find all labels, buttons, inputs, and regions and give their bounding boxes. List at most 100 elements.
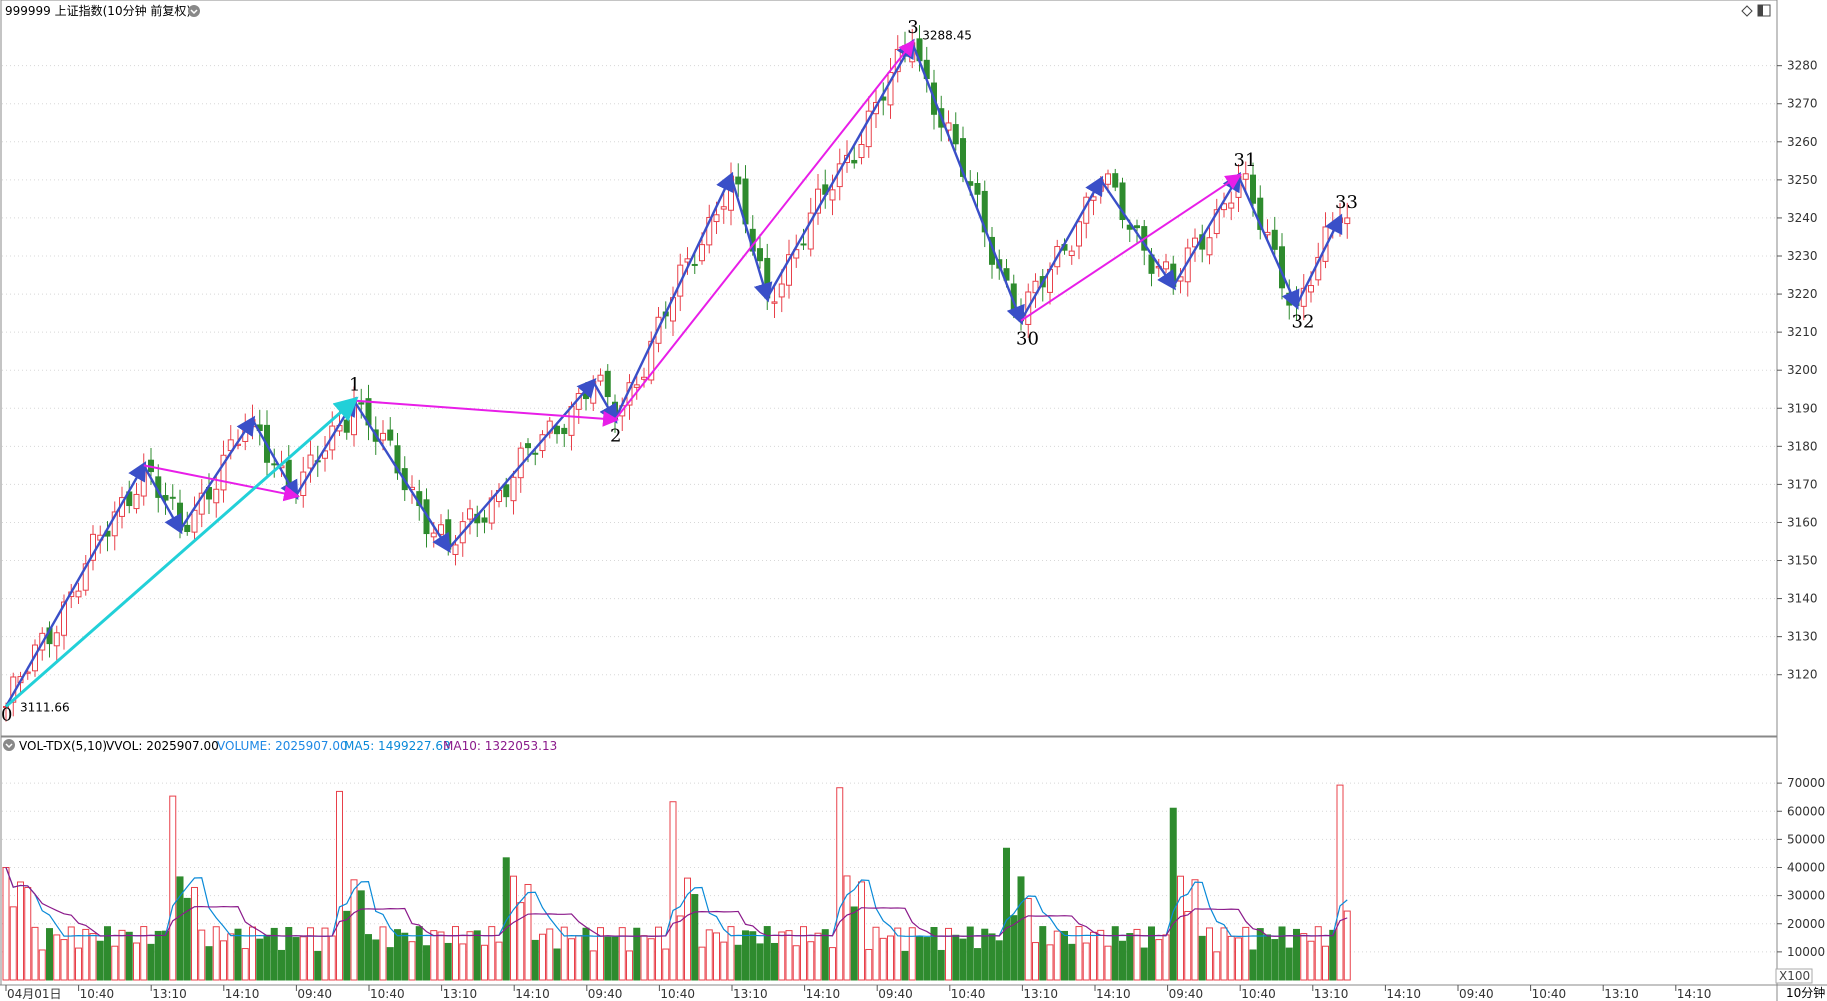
candle-body bbox=[568, 406, 575, 436]
candle-body bbox=[1213, 209, 1220, 235]
time-tick-label: 04月01日 bbox=[7, 987, 62, 1001]
time-tick-label: 09:40 bbox=[1169, 987, 1204, 1001]
candle-body bbox=[307, 454, 314, 469]
volume-bar bbox=[38, 949, 46, 981]
volume-bar bbox=[60, 939, 68, 981]
volume-bar bbox=[662, 948, 670, 981]
volume-bar bbox=[140, 926, 148, 981]
volume-bar bbox=[1032, 942, 1039, 981]
candle-body bbox=[343, 419, 350, 433]
price-tick-label: 3150 bbox=[1787, 554, 1818, 568]
volume-bar bbox=[684, 877, 691, 981]
volume-bar bbox=[589, 950, 597, 981]
volume-bar bbox=[604, 936, 612, 981]
volume-bar bbox=[2, 867, 10, 981]
volume-bar bbox=[1111, 926, 1119, 981]
volume-bar bbox=[1198, 935, 1206, 981]
volume-bar bbox=[1249, 949, 1257, 981]
volume-bar bbox=[995, 940, 1003, 981]
volume-bar bbox=[988, 933, 996, 981]
volume-bar bbox=[1322, 945, 1329, 981]
volume-bar bbox=[104, 926, 111, 981]
volume-bar bbox=[691, 894, 699, 981]
time-tick-label: 10:40 bbox=[660, 987, 695, 1001]
volume-tick-label: 40000 bbox=[1787, 861, 1825, 875]
title-dropdown-icon[interactable] bbox=[188, 5, 200, 17]
volume-bar bbox=[191, 886, 198, 981]
volume-bar bbox=[278, 949, 285, 981]
candle-body bbox=[713, 214, 720, 223]
volume-bar bbox=[647, 938, 655, 981]
price-tick-label: 3120 bbox=[1787, 668, 1818, 682]
candle-body bbox=[220, 454, 227, 491]
volume-bar bbox=[241, 948, 249, 981]
volume-bar bbox=[510, 875, 517, 981]
wave-number: 33 bbox=[1335, 192, 1358, 213]
volume-bar bbox=[372, 939, 380, 981]
volume-tick-label: 30000 bbox=[1787, 889, 1825, 903]
volume-bar bbox=[1162, 934, 1170, 981]
low-price-label: 3111.66 bbox=[20, 700, 70, 714]
candle-body bbox=[1134, 225, 1140, 229]
volume-bar bbox=[379, 926, 387, 981]
volume-bar bbox=[118, 929, 126, 981]
candle-body bbox=[503, 484, 510, 498]
candle-body bbox=[1242, 173, 1249, 180]
volume-bar bbox=[1184, 911, 1192, 981]
wave-number: 0 bbox=[1, 704, 12, 725]
volume-bar bbox=[1075, 926, 1083, 981]
time-tick-label: 14:10 bbox=[806, 987, 841, 1001]
price-tick-label: 3250 bbox=[1787, 173, 1818, 187]
volume-bar bbox=[655, 926, 662, 981]
volume-bar bbox=[343, 910, 351, 981]
volume-bar bbox=[46, 928, 53, 981]
candle-body bbox=[169, 496, 176, 499]
candle-body bbox=[757, 248, 763, 262]
candle-body bbox=[974, 183, 981, 195]
volume-bar bbox=[843, 875, 851, 981]
volume-bar bbox=[502, 857, 510, 981]
volume-bar bbox=[1336, 784, 1344, 981]
panel-toggle-fill bbox=[1758, 5, 1763, 16]
volume-tick-label: 70000 bbox=[1787, 776, 1825, 790]
volume-bar bbox=[423, 945, 430, 981]
volume-bar bbox=[1343, 910, 1351, 981]
wave-segment bbox=[1237, 175, 1300, 310]
volume-bar bbox=[1235, 937, 1242, 981]
candle-body bbox=[706, 216, 713, 246]
volume-bar bbox=[1133, 928, 1141, 981]
volume-bar bbox=[459, 943, 467, 981]
volume-bar bbox=[872, 926, 880, 981]
volume-dropdown-icon[interactable] bbox=[3, 739, 15, 751]
wave-segment bbox=[1099, 179, 1176, 291]
candle-body bbox=[887, 71, 894, 106]
period-label[interactable]: 10分钟 bbox=[1786, 985, 1825, 1000]
time-tick-label: 14:10 bbox=[515, 987, 550, 1001]
volume-bar bbox=[1082, 942, 1090, 981]
volume-bar bbox=[336, 790, 343, 981]
candle-body bbox=[271, 463, 278, 466]
candle-body bbox=[387, 429, 394, 441]
price-grid: 3120313031403150316031703180319032003210… bbox=[2, 59, 1818, 682]
volume-bar bbox=[727, 926, 735, 981]
candle-body bbox=[1206, 237, 1213, 256]
volume-bar bbox=[568, 938, 575, 981]
volume-bar bbox=[756, 943, 764, 981]
time-tick-label: 14:10 bbox=[1677, 987, 1712, 1001]
wave-number: 32 bbox=[1292, 311, 1315, 332]
diamond-icon[interactable] bbox=[1741, 5, 1753, 17]
volume-bar bbox=[437, 931, 445, 981]
volume-bar bbox=[1155, 939, 1163, 981]
candle-body bbox=[720, 206, 727, 210]
volume-bar bbox=[618, 927, 626, 981]
candle-body bbox=[133, 493, 140, 510]
volume-bar bbox=[720, 941, 728, 981]
time-tick-label: 14:10 bbox=[1096, 987, 1131, 1001]
volume-bar bbox=[597, 927, 604, 981]
trend-segment bbox=[1020, 173, 1242, 322]
candle-body bbox=[1250, 174, 1256, 204]
volume-bar bbox=[916, 936, 923, 981]
volume-bar bbox=[1191, 879, 1199, 981]
trend-segment bbox=[5, 396, 359, 708]
